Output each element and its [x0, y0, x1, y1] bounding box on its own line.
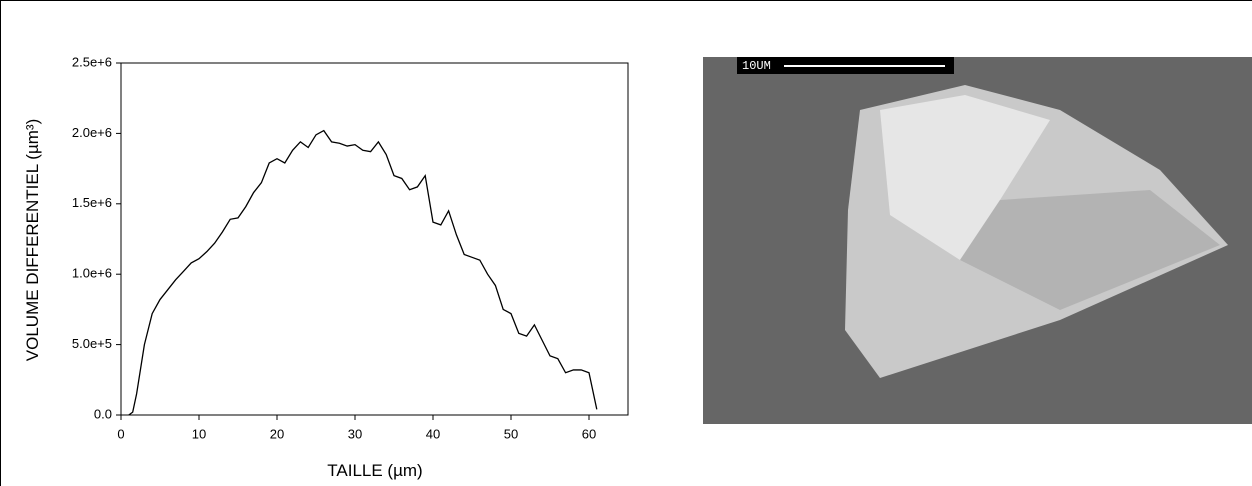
x-tick-label: 10 — [192, 426, 206, 441]
crystal-facet — [960, 190, 1220, 310]
scale-label: 10UM — [742, 59, 771, 73]
x-tick-label: 60 — [582, 426, 596, 441]
x-tick-label: 20 — [270, 426, 284, 441]
y-tick-label: 2.0e+6 — [72, 125, 112, 140]
crystal-facet — [880, 95, 1050, 260]
x-tick-label: 40 — [426, 426, 440, 441]
y-tick-label: 0.0 — [94, 406, 112, 421]
x-axis-label: TAILLE (µm) — [327, 461, 422, 480]
y-axis-label: VOLUME DIFFERENTIEL (µm³) — [23, 119, 42, 361]
plot-frame — [120, 62, 629, 416]
y-tick-label: 2.5e+6 — [72, 54, 112, 69]
x-tick-label: 30 — [348, 426, 362, 441]
micrograph: 10UM — [703, 57, 1252, 424]
x-tick-label: 0 — [117, 426, 124, 441]
y-tick-label: 1.5e+6 — [72, 195, 112, 210]
x-tick-label: 50 — [504, 426, 518, 441]
y-tick-label: 5.0e+5 — [72, 336, 112, 351]
data-line — [128, 129, 598, 416]
y-tick-label: 1.0e+6 — [72, 266, 112, 281]
